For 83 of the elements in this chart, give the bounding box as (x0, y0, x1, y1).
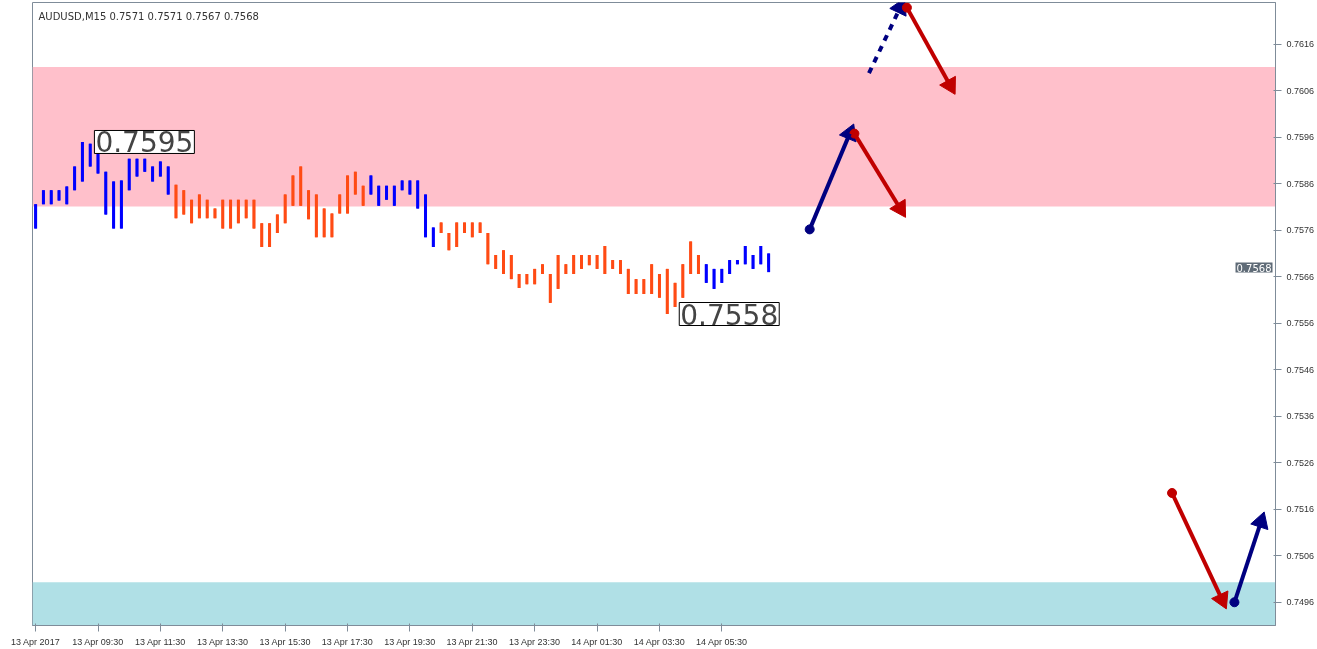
candlestick (119, 180, 123, 229)
candlestick (197, 194, 201, 220)
candlestick (314, 194, 318, 238)
candlestick (158, 161, 162, 177)
candlestick (564, 264, 568, 275)
y-tick-label: 0.7546 (1286, 364, 1315, 375)
candlestick (190, 199, 194, 224)
y-tick-label: 0.7556 (1286, 318, 1315, 329)
candlestick (424, 194, 428, 238)
candlestick (34, 204, 38, 229)
x-tick-label: 13 Apr 11:30 (134, 636, 186, 647)
annotation: 0.7595 (95, 126, 194, 160)
y-tick-label: 0.7506 (1286, 550, 1315, 561)
x-tick-label: 13 Apr 23:30 (508, 636, 560, 647)
candlestick (361, 185, 365, 206)
candlestick (767, 253, 771, 274)
candlestick (556, 254, 560, 289)
candlestick (135, 158, 139, 177)
candlestick (408, 180, 412, 195)
candlestick (252, 199, 256, 229)
candlestick (447, 233, 451, 251)
candlestick (595, 254, 599, 269)
candlestick (353, 171, 357, 195)
x-tick-label: 13 Apr 19:30 (384, 636, 436, 647)
candlestick (439, 222, 443, 234)
x-tick-label: 13 Apr 15:30 (259, 636, 311, 647)
y-tick-label: 0.7526 (1286, 457, 1315, 468)
candlestick (112, 181, 116, 229)
y-tick-label: 0.7566 (1286, 271, 1315, 282)
y-tick-label: 0.7596 (1286, 132, 1315, 143)
candlestick (486, 233, 490, 265)
candlestick (735, 260, 739, 265)
x-tick-label: 13 Apr 21:30 (446, 636, 498, 647)
candlestick (642, 279, 646, 295)
candlestick (517, 274, 521, 288)
candlestick (728, 260, 732, 275)
text: AUDUSD,M15 0.7571 0.7571 0.7567 0.7568 (38, 10, 259, 22)
candlestick (650, 264, 654, 295)
candlestick (478, 222, 482, 234)
y-tick-label: 0.7536 (1286, 411, 1315, 422)
y-tick-label: 0.7516 (1286, 504, 1315, 515)
candlestick (73, 166, 77, 191)
candlestick (603, 246, 607, 275)
candlestick (369, 175, 373, 195)
candlestick (400, 180, 404, 191)
annotation: 0.7568 (1236, 262, 1272, 274)
candlestick (151, 166, 155, 182)
candlestick (174, 184, 178, 220)
y-tick-label: 0.7496 (1286, 597, 1315, 608)
candlestick (213, 208, 217, 220)
x-tick-label: 13 Apr 09:30 (72, 636, 124, 647)
x-tick-label: 14 Apr 03:30 (633, 636, 685, 647)
candlestick (268, 223, 272, 248)
candlestick (229, 199, 233, 229)
candlestick (80, 141, 84, 182)
candlestick (291, 175, 295, 206)
y-tick-label: 0.7586 (1286, 178, 1315, 189)
candlestick (346, 175, 350, 214)
candlestick (696, 254, 700, 275)
x-tick-label: 13 Apr 13:30 (197, 636, 249, 647)
candlestick (385, 185, 389, 200)
candlestick (657, 274, 661, 298)
candlestick (751, 254, 755, 269)
x-tick-label: 14 Apr 01:30 (571, 636, 623, 647)
candlestick (236, 199, 240, 224)
candlestick (618, 260, 622, 275)
candlestick (275, 214, 279, 234)
candlestick (330, 213, 334, 238)
candlestick (41, 190, 45, 205)
x-tick-label: 13 Apr 2017 (11, 636, 60, 647)
candlestick (673, 281, 677, 308)
candlestick (712, 267, 716, 289)
y-tick-label: 0.7576 (1286, 225, 1315, 236)
x-tick-label: 13 Apr 17:30 (321, 636, 373, 647)
candlestick (634, 279, 638, 295)
candlestick (57, 190, 61, 201)
y-tick-label: 0.7606 (1286, 85, 1315, 96)
y-tick-label: 0.7616 (1286, 39, 1315, 50)
candlestick (689, 241, 693, 275)
candlestick (307, 190, 311, 221)
annotation: 0.7558 (680, 298, 779, 332)
x-tick-label: 14 Apr 05:30 (696, 636, 748, 647)
candlestick (525, 274, 529, 286)
